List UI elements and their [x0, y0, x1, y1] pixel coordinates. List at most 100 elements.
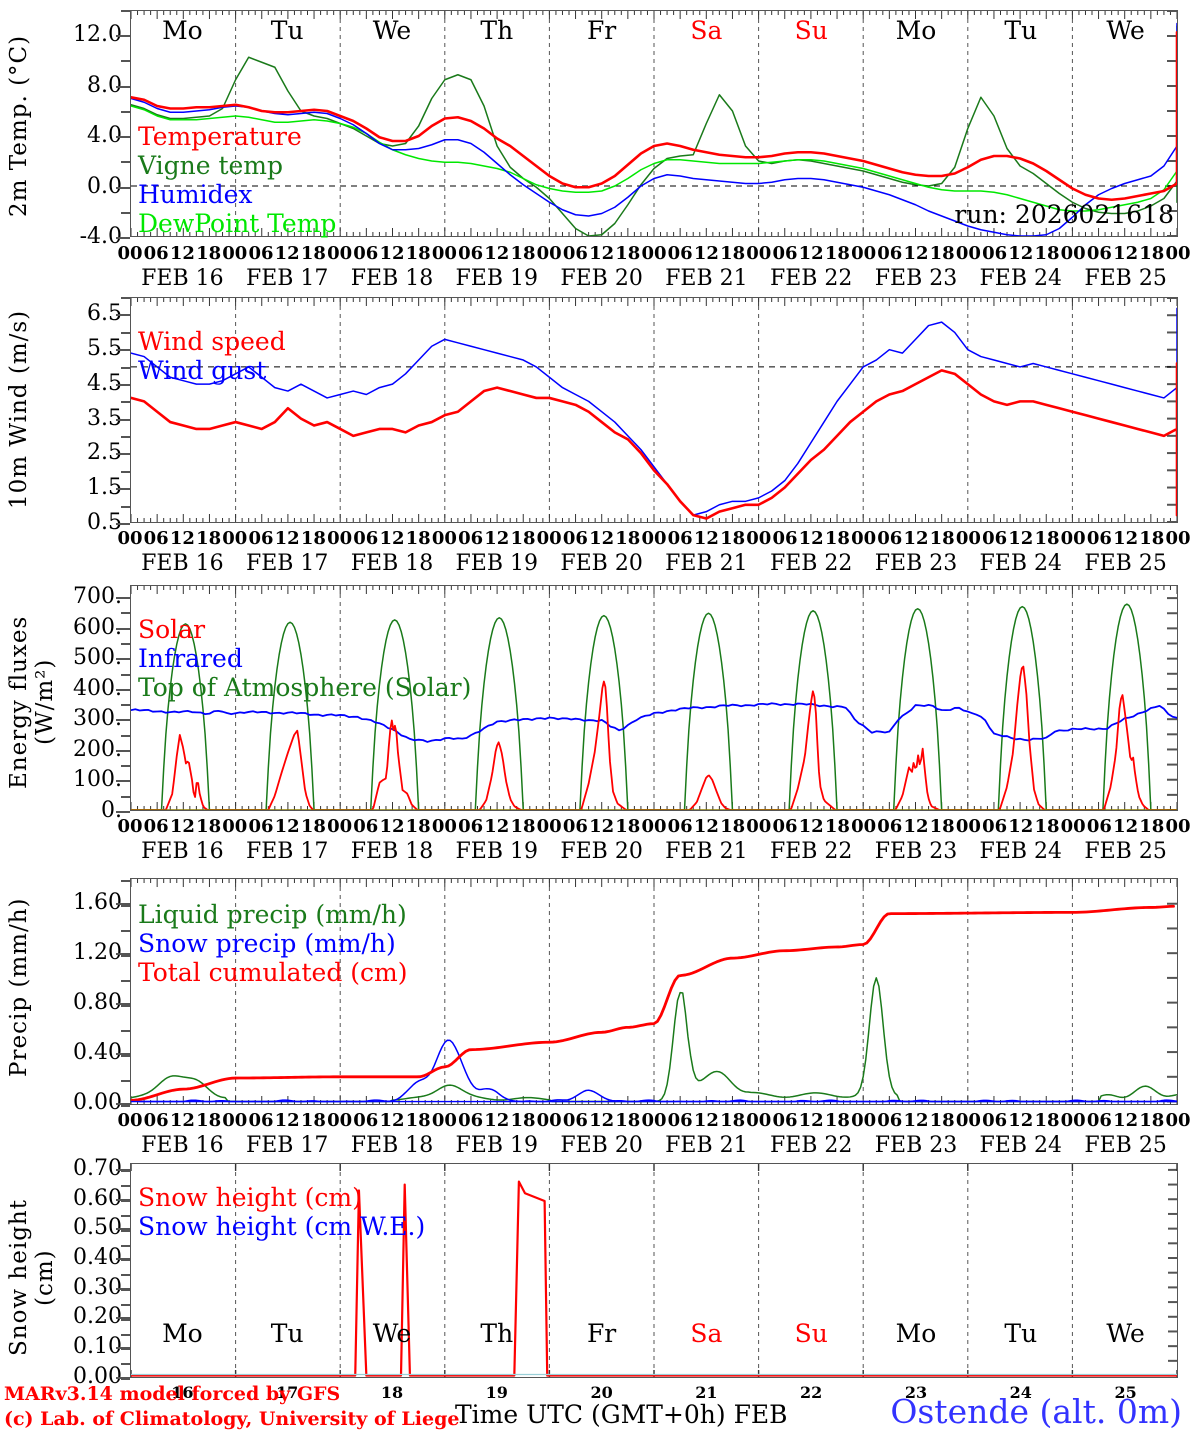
- day-number-label: 16: [171, 1383, 194, 1402]
- x-date-label: FEB 23: [874, 1133, 958, 1158]
- x-tick-label-hour: 06: [1086, 1110, 1112, 1131]
- y-tick-label: 0.0: [87, 173, 122, 199]
- y-minor-tick: [121, 1170, 130, 1173]
- legend-entry: Solar: [138, 615, 206, 644]
- x-tick-label-hour: 06: [667, 816, 693, 837]
- y-minor-tick: [121, 1333, 130, 1336]
- y-tick-mark: [116, 952, 130, 955]
- x-tick-label-hour: 18: [615, 243, 641, 264]
- x-date-label: FEB 23: [874, 266, 958, 291]
- y-minor-tick: [121, 658, 130, 661]
- legend-entry: Wind speed: [138, 327, 286, 356]
- x-tick-label-hour: 18: [300, 816, 326, 837]
- legend-entry: DewPoint Temp: [138, 209, 337, 238]
- day-name-label: Th: [480, 16, 514, 45]
- x-tick-label-hour: 06: [1086, 528, 1112, 549]
- x-tick-label-hour: 18: [929, 1110, 955, 1131]
- y-tick-label: 700.: [73, 584, 122, 610]
- x-date-label: FEB 20: [560, 551, 643, 576]
- y-tick-label: 0.60: [73, 1185, 122, 1211]
- x-date-label: FEB 16: [141, 266, 224, 291]
- x-date-label: FEB 24: [979, 839, 1063, 864]
- x-tick-label-hour: 06: [562, 816, 588, 837]
- y-minor-tick: [121, 401, 130, 404]
- x-tick-label-hour: 18: [824, 528, 850, 549]
- x-tick-label-hour: 12: [274, 528, 300, 549]
- y-tick-label: 1.20: [73, 939, 122, 965]
- x-date-label: FEB 20: [560, 839, 643, 864]
- footer-time-axis-label: Time UTC (GMT+0h) FEB: [455, 1400, 788, 1429]
- x-tick-label-hour: 18: [510, 1110, 536, 1131]
- x-tick-label-hour: 00: [536, 1110, 562, 1131]
- y-minor-tick: [121, 627, 130, 630]
- x-tick-label-hour: 06: [982, 1110, 1008, 1131]
- x-tick-label-hour: 12: [693, 1110, 719, 1131]
- x-tick-label-hour: 06: [982, 816, 1008, 837]
- x-tick-label-hour: 12: [589, 816, 615, 837]
- x-tick-label-hour: 00: [746, 528, 772, 549]
- day-number-label: 25: [1114, 1383, 1137, 1402]
- y-tick-mark: [116, 1228, 130, 1231]
- day-name-label: We: [1106, 16, 1145, 45]
- x-tick-label-hour: 18: [1139, 816, 1165, 837]
- x-tick-label-hour: 12: [693, 243, 719, 264]
- y-minor-tick: [121, 1348, 130, 1351]
- day-name-label: Fr: [586, 16, 617, 45]
- y-tick-mark: [116, 1346, 130, 1349]
- x-tick-label-hour: 18: [1139, 528, 1165, 549]
- y-minor-tick: [121, 749, 130, 752]
- x-tick-label-hour: 18: [615, 816, 641, 837]
- x-tick-label-hour: 18: [196, 1110, 222, 1131]
- x-tick-label-hour: 00: [746, 243, 772, 264]
- x-tick-label-hour: 12: [589, 1110, 615, 1131]
- x-tick-label-hour: 06: [667, 243, 693, 264]
- y-tick-label: 100.: [73, 767, 122, 793]
- y-minor-tick: [121, 905, 130, 908]
- x-tick-label-hour: 12: [903, 1110, 929, 1131]
- plot-area-energy: [130, 585, 1178, 811]
- x-date-label: FEB 19: [455, 839, 539, 864]
- x-tick-label-hour: 00: [327, 243, 353, 264]
- x-tick-label-hour: 18: [405, 1110, 431, 1131]
- y-minor-tick: [121, 1303, 130, 1306]
- x-tick-label-hour: 00: [117, 243, 143, 264]
- x-tick-label-hour: 00: [1165, 528, 1191, 549]
- x-tick-label-hour: 18: [196, 528, 222, 549]
- x-tick-label-hour: 06: [772, 528, 798, 549]
- x-date-label: FEB 17: [245, 839, 329, 864]
- x-tick-label-hour: 00: [431, 243, 457, 264]
- y-minor-tick: [121, 597, 130, 600]
- y-minor-tick: [121, 1274, 130, 1277]
- legend-entry: Top of Atmosphere (Solar): [138, 673, 472, 702]
- y-minor-tick: [121, 349, 130, 352]
- x-tick-label-hour: 18: [824, 243, 850, 264]
- y-tick-label: 8.0: [87, 72, 122, 98]
- x-tick-label-hour: 12: [169, 528, 195, 549]
- y-minor-tick: [121, 1378, 130, 1380]
- y-minor-tick: [121, 795, 130, 798]
- day-number-label: 21: [695, 1383, 718, 1402]
- y-tick-label: 0.00: [73, 1363, 122, 1389]
- y-tick-label: 6.5: [87, 301, 122, 327]
- x-tick-label-hour: 00: [1060, 243, 1086, 264]
- x-tick-label-hour: 12: [589, 243, 615, 264]
- x-tick-label-hour: 18: [720, 816, 746, 837]
- day-number-label: 20: [590, 1383, 613, 1402]
- y-minor-tick: [121, 612, 130, 615]
- day-name-label: Fr: [586, 1319, 617, 1348]
- x-tick-label-hour: 12: [798, 243, 824, 264]
- y-tick-label: 0.: [101, 798, 122, 823]
- x-tick-label-hour: 00: [536, 816, 562, 837]
- x-tick-label-hour: 12: [1113, 1110, 1139, 1131]
- y-tick-label: 300.: [73, 706, 122, 732]
- legend-precip: Liquid precip (mm/h) Snow precip (mm/h) To…: [138, 900, 408, 987]
- y-minor-tick: [121, 688, 130, 691]
- plot-area-wind: [130, 297, 1178, 523]
- x-date-label: FEB 20: [560, 1133, 643, 1158]
- x-date-label: FEB 19: [455, 551, 539, 576]
- x-date-label: FEB 19: [455, 266, 539, 291]
- x-tick-label-hour: 12: [1008, 1110, 1034, 1131]
- x-tick-label-hour: 18: [300, 1110, 326, 1131]
- x-date-label: FEB 22: [769, 266, 853, 291]
- x-tick-label-hour: 12: [484, 243, 510, 264]
